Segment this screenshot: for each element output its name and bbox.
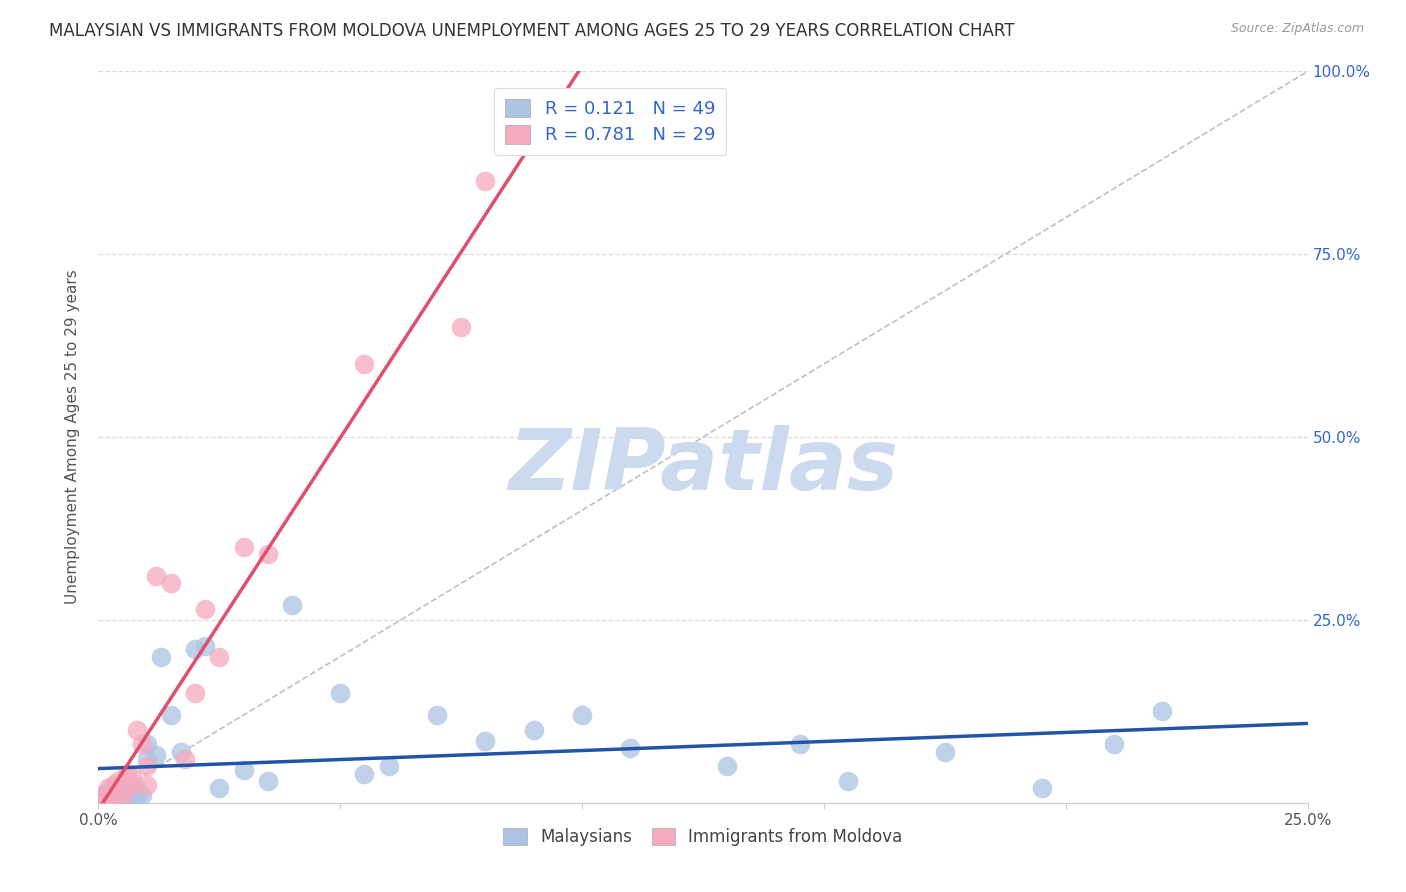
Point (174, 752, 197, 766)
Point (135, 778, 157, 792)
Point (91, 789, 114, 803)
Point (450, 320, 472, 334)
Point (101, 792, 124, 806)
Point (281, 599, 304, 613)
Point (121, 781, 143, 796)
Point (208, 649, 231, 664)
Point (194, 602, 217, 616)
Point (97, 792, 120, 806)
Point (117, 781, 139, 796)
Point (1031, 781, 1053, 796)
Point (474, 174, 496, 188)
Point (111, 789, 134, 803)
Point (135, 752, 157, 766)
Point (107, 792, 129, 806)
Point (232, 540, 254, 554)
Point (97, 785, 120, 799)
Point (121, 789, 143, 803)
Point (111, 792, 134, 806)
Point (160, 708, 183, 723)
Point (523, 723, 546, 737)
Point (107, 789, 129, 803)
Point (131, 737, 153, 751)
Point (107, 773, 129, 788)
Point (184, 642, 207, 657)
Point (91, 792, 114, 806)
Point (353, 357, 375, 371)
Point (208, 781, 231, 796)
Y-axis label: Unemployment Among Ages 25 to 29 years: Unemployment Among Ages 25 to 29 years (65, 269, 80, 605)
Point (145, 569, 167, 583)
Text: ZIPatlas: ZIPatlas (508, 425, 898, 508)
Point (135, 759, 157, 773)
Point (97, 792, 120, 806)
Point (194, 639, 217, 653)
Point (107, 781, 129, 796)
Point (716, 759, 738, 773)
Point (145, 748, 167, 763)
Point (117, 773, 139, 788)
Point (377, 759, 399, 773)
Point (169, 745, 191, 759)
Point (184, 686, 207, 700)
Point (353, 766, 375, 780)
Point (121, 778, 143, 792)
Point (117, 766, 139, 780)
Point (789, 737, 811, 751)
Point (135, 737, 157, 751)
Point (111, 778, 134, 792)
Point (107, 785, 129, 799)
Point (101, 778, 124, 792)
Point (97, 789, 120, 803)
Point (91, 792, 114, 806)
Point (101, 781, 124, 796)
Point (1102, 737, 1125, 751)
Point (117, 792, 139, 806)
Point (329, 686, 352, 700)
Point (127, 723, 149, 737)
Point (101, 789, 124, 803)
Point (91, 789, 114, 803)
Point (934, 745, 956, 759)
Text: MALAYSIAN VS IMMIGRANTS FROM MOLDOVA UNEMPLOYMENT AMONG AGES 25 TO 29 YEARS CORR: MALAYSIAN VS IMMIGRANTS FROM MOLDOVA UNE… (49, 22, 1015, 40)
Point (101, 789, 124, 803)
Point (256, 773, 278, 788)
Point (232, 763, 254, 777)
Point (127, 781, 149, 796)
Point (131, 789, 153, 803)
Point (1152, 705, 1174, 719)
Point (474, 733, 496, 747)
Point (426, 708, 449, 723)
Point (111, 789, 134, 803)
Point (619, 740, 641, 755)
Point (117, 789, 139, 803)
Point (127, 789, 149, 803)
Legend: Malaysians, Immigrants from Moldova: Malaysians, Immigrants from Moldova (496, 822, 910, 853)
Point (150, 649, 173, 664)
Point (256, 547, 278, 561)
Point (837, 773, 859, 788)
Point (111, 781, 134, 796)
Point (97, 781, 120, 796)
Point (160, 576, 183, 591)
Point (121, 770, 143, 784)
Point (571, 708, 593, 723)
Text: Source: ZipAtlas.com: Source: ZipAtlas.com (1230, 22, 1364, 36)
